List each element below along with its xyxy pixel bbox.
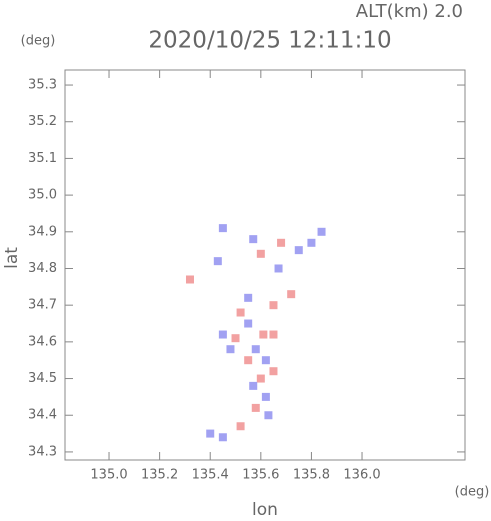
- echo-point: [269, 301, 278, 310]
- echo-point: [213, 257, 222, 266]
- echo-point: [249, 381, 258, 390]
- y-tick-label: 34.3: [28, 444, 57, 459]
- x-tick-label: 135.4: [192, 468, 229, 483]
- y-tick-label: 34.6: [28, 334, 57, 349]
- echo-point: [236, 422, 245, 431]
- x-tick-label: 135.0: [90, 468, 127, 483]
- x-unit: (deg): [455, 485, 490, 500]
- y-tick-label: 34.8: [28, 261, 57, 276]
- echo-point: [294, 246, 303, 255]
- echo-point: [307, 238, 316, 247]
- echo-point: [244, 293, 253, 302]
- x-tick-label: 135.8: [293, 468, 330, 483]
- y-tick-label: 34.4: [28, 408, 57, 423]
- y-tick-label: 34.7: [28, 298, 57, 313]
- echo-point: [251, 345, 260, 354]
- echo-point: [259, 330, 268, 339]
- y-tick-label: 35.3: [28, 78, 57, 93]
- x-tick-label: 135.6: [242, 468, 279, 483]
- altitude: ALT(km) 2.0: [356, 1, 463, 22]
- y-unit: (deg): [21, 34, 56, 49]
- echo-point: [269, 367, 278, 376]
- echo-point: [261, 356, 270, 365]
- echo-point: [185, 275, 194, 284]
- plot-frame: [64, 69, 466, 461]
- echo-point: [287, 290, 296, 299]
- chart-title: 2020/10/25 12:11:10: [148, 28, 391, 54]
- echo-point: [231, 334, 240, 343]
- echo-point: [249, 235, 258, 244]
- echo-point: [218, 224, 227, 233]
- y-label: lat: [2, 247, 22, 269]
- echo-point: [218, 433, 227, 442]
- echo-point: [226, 345, 235, 354]
- y-tick-label: 35.2: [28, 114, 57, 129]
- echo-point: [274, 264, 283, 273]
- x-tick-label: 135.2: [141, 468, 178, 483]
- y-tick-label: 34.5: [28, 371, 57, 386]
- echo-point: [206, 429, 215, 438]
- echo-point: [269, 330, 278, 339]
- x-label: lon: [252, 500, 278, 520]
- y-tick-label: 35.0: [28, 188, 57, 203]
- y-tick-label: 34.9: [28, 224, 57, 239]
- echo-point: [317, 227, 326, 236]
- x-tick-label: 136.0: [343, 468, 380, 483]
- y-tick-label: 35.1: [28, 151, 57, 166]
- echo-point: [218, 330, 227, 339]
- echo-point: [277, 238, 286, 247]
- echo-point: [261, 392, 270, 401]
- echo-point: [244, 356, 253, 365]
- echo-point: [244, 319, 253, 328]
- echo-point: [251, 403, 260, 412]
- echo-point: [256, 249, 265, 258]
- echo-point: [236, 308, 245, 317]
- echo-point: [256, 374, 265, 383]
- echo-point: [264, 411, 273, 420]
